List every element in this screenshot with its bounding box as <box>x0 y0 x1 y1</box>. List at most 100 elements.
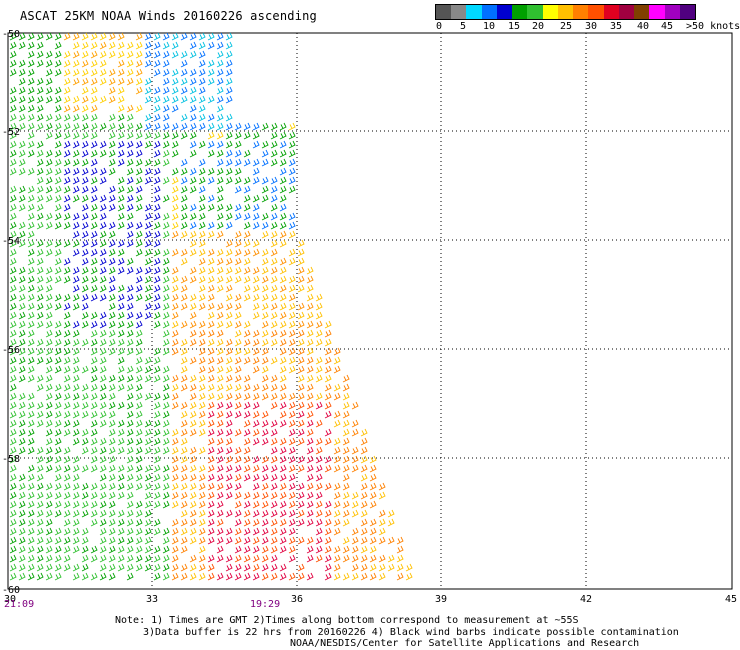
wind-barb <box>306 266 314 275</box>
wind-barb <box>153 158 161 167</box>
wind-barb <box>153 203 161 212</box>
wind-barb <box>315 374 323 383</box>
wind-barb <box>9 446 17 455</box>
wind-barb <box>18 113 26 122</box>
wind-barb <box>99 446 107 455</box>
wind-barb <box>180 302 188 311</box>
wind-barb <box>243 248 251 257</box>
wind-barb <box>279 338 287 347</box>
wind-barb <box>261 284 269 293</box>
wind-barb <box>306 275 314 284</box>
wind-barb <box>108 320 116 329</box>
wind-barb <box>225 131 233 140</box>
wind-barb <box>63 221 71 230</box>
wind-barb <box>72 482 80 491</box>
wind-barb <box>108 185 116 194</box>
wind-barb <box>162 158 170 167</box>
wind-barb <box>27 86 35 95</box>
wind-barb <box>234 311 242 320</box>
wind-barb <box>180 518 188 527</box>
wind-barb <box>315 356 323 365</box>
wind-barb <box>270 248 278 257</box>
wind-barb <box>225 374 233 383</box>
wind-barb <box>90 401 98 410</box>
wind-barb <box>180 32 188 41</box>
wind-barb <box>9 527 17 536</box>
wind-barb <box>225 446 233 455</box>
wind-barb <box>144 293 152 302</box>
wind-barb <box>252 500 260 509</box>
wind-barb <box>63 113 71 122</box>
wind-barb <box>117 293 125 302</box>
wind-barb <box>180 212 188 221</box>
wind-barb <box>99 41 107 50</box>
wind-barb <box>342 545 350 554</box>
scale-label: 15 <box>508 21 521 32</box>
wind-barb <box>225 491 233 500</box>
wind-barb <box>72 221 80 230</box>
wind-barb <box>18 338 26 347</box>
wind-barb <box>27 554 35 563</box>
wind-barb <box>54 95 62 104</box>
wind-barb <box>189 356 197 365</box>
wind-barb <box>63 491 71 500</box>
wind-barb <box>189 563 197 572</box>
wind-barb <box>306 410 314 419</box>
wind-barb <box>45 482 53 491</box>
wind-barb <box>135 446 143 455</box>
wind-barb <box>162 338 170 347</box>
wind-barb <box>153 473 161 482</box>
wind-barb <box>171 95 179 104</box>
wind-barb <box>198 545 206 554</box>
wind-barb <box>135 149 143 158</box>
wind-barb <box>126 68 134 77</box>
wind-barb <box>216 320 224 329</box>
wind-barb <box>180 122 188 131</box>
wind-barb <box>270 473 278 482</box>
wind-barb <box>54 401 62 410</box>
wind-barb <box>324 347 332 356</box>
wind-barb <box>144 392 152 401</box>
wind-barb <box>81 176 89 185</box>
wind-barb <box>225 473 233 482</box>
wind-barb <box>27 518 35 527</box>
wind-barb <box>135 437 143 446</box>
wind-barb <box>126 329 134 338</box>
wind-barb <box>45 176 53 185</box>
wind-barb <box>351 527 359 536</box>
wind-barb <box>198 383 206 392</box>
wind-barb <box>207 392 215 401</box>
wind-barb <box>279 284 287 293</box>
wind-barb <box>27 419 35 428</box>
wind-barb <box>72 284 80 293</box>
wind-barb <box>306 401 314 410</box>
wind-barb <box>270 392 278 401</box>
wind-barb <box>27 293 35 302</box>
wind-barb <box>18 554 26 563</box>
wind-barb <box>18 86 26 95</box>
wind-barb <box>63 374 71 383</box>
latitude-tick-label: -60 <box>2 585 20 596</box>
wind-barb <box>279 167 287 176</box>
wind-barb <box>252 419 260 428</box>
wind-barb <box>270 221 278 230</box>
wind-barb <box>198 536 206 545</box>
wind-barb <box>225 257 233 266</box>
wind-barb <box>279 131 287 140</box>
wind-barb <box>288 320 296 329</box>
wind-barb <box>45 185 53 194</box>
wind-barb <box>225 356 233 365</box>
wind-barb <box>135 41 143 50</box>
wind-barb <box>198 518 206 527</box>
wind-barb <box>270 311 278 320</box>
wind-barb <box>126 185 134 194</box>
wind-barb <box>216 77 224 86</box>
wind-barb <box>333 455 341 464</box>
wind-barb <box>27 275 35 284</box>
wind-barb <box>54 572 62 581</box>
wind-barb <box>315 518 323 527</box>
wind-barb <box>333 464 341 473</box>
wind-barb <box>288 419 296 428</box>
wind-barb <box>162 149 170 158</box>
wind-barb <box>126 311 134 320</box>
